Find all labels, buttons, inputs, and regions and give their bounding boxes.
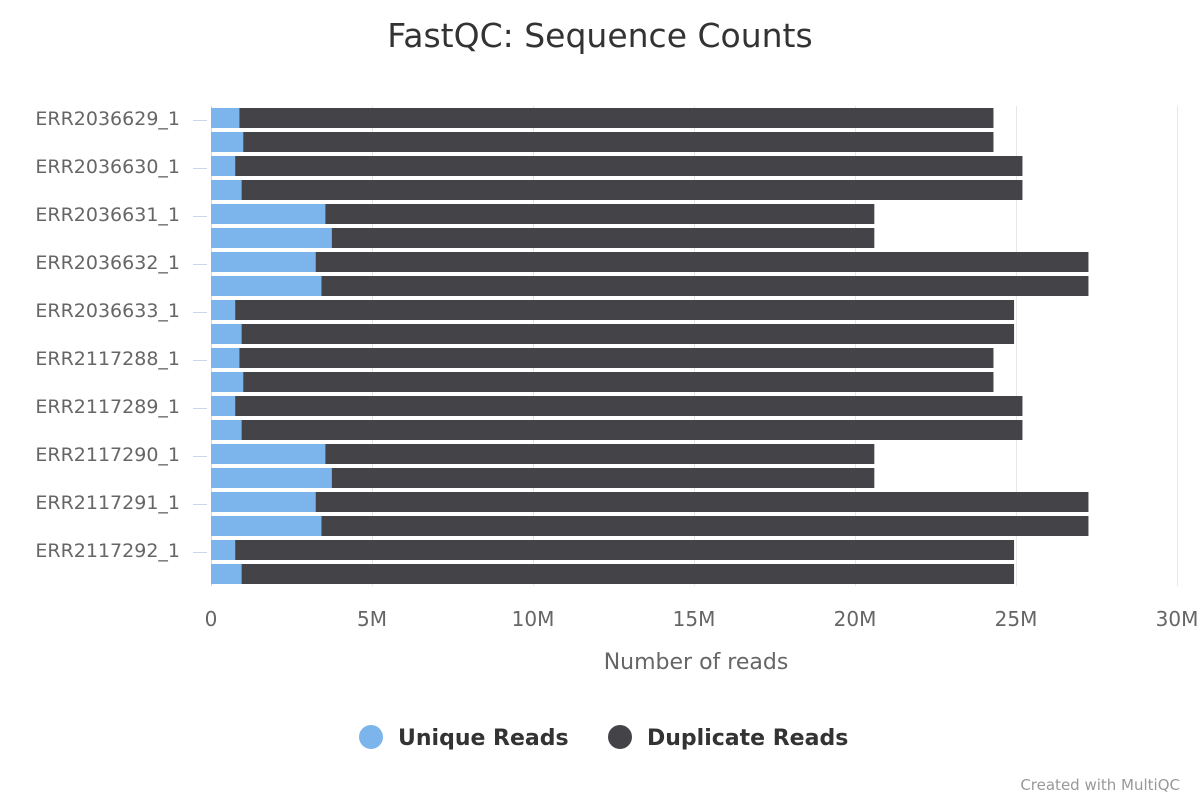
bar-segment[interactable] — [211, 468, 332, 488]
x-tick-labels: 0 5M 10M 15M 20M 25M 30M — [205, 607, 1199, 631]
bar-segment[interactable] — [211, 540, 236, 560]
y-category-label: ERR2117289_1 — [35, 396, 180, 418]
y-category-label: ERR2036630_1 — [35, 156, 180, 178]
bar-segment[interactable] — [211, 372, 244, 392]
x-tick-label: 15M — [673, 607, 716, 631]
bar-segment[interactable] — [241, 564, 1015, 584]
bar-segment[interactable] — [325, 204, 875, 224]
bar-segment[interactable] — [331, 468, 875, 488]
bar-segment[interactable] — [211, 108, 240, 128]
y-category-label: ERR2036629_1 — [35, 108, 180, 130]
bar-segment[interactable] — [241, 420, 1023, 440]
y-category-label: ERR2117290_1 — [35, 444, 180, 466]
bar-segment[interactable] — [325, 444, 875, 464]
bar-segment[interactable] — [211, 252, 316, 272]
bar-segment[interactable] — [211, 228, 332, 248]
x-tick-label: 5M — [357, 607, 387, 631]
x-tick-label: 20M — [834, 607, 877, 631]
bar-segment[interactable] — [235, 540, 1015, 560]
y-category-label: ERR2117292_1 — [35, 540, 180, 562]
bar-segment[interactable] — [211, 204, 326, 224]
y-category-label: ERR2036632_1 — [35, 252, 180, 274]
bar-segment[interactable] — [235, 156, 1023, 176]
x-tick-label: 0 — [205, 607, 218, 631]
bar-segment[interactable] — [211, 300, 236, 320]
x-tick-label: 25M — [995, 607, 1038, 631]
y-category-labels: ERR2036629_1 ERR2036630_1 ERR2036631_1 ERR2… — [35, 108, 180, 562]
bar-segment[interactable] — [241, 324, 1015, 344]
legend[interactable]: Unique Reads Duplicate Reads — [359, 725, 848, 751]
bar-segment[interactable] — [211, 156, 236, 176]
bar-segment[interactable] — [315, 252, 1089, 272]
y-category-label: ERR2117288_1 — [35, 348, 180, 370]
bar-segment[interactable] — [315, 492, 1089, 512]
grid-lines — [211, 106, 1178, 586]
y-tick-marks — [193, 120, 207, 553]
legend-marker[interactable] — [359, 725, 383, 749]
bar-segment[interactable] — [211, 420, 242, 440]
bar-segment[interactable] — [211, 492, 316, 512]
x-axis-title: Number of reads — [604, 650, 789, 675]
bar-segment[interactable] — [211, 396, 236, 416]
y-category-label: ERR2117291_1 — [35, 492, 180, 514]
bar-segment[interactable] — [321, 276, 1089, 296]
legend-label[interactable]: Unique Reads — [398, 726, 569, 751]
y-category-label: ERR2036631_1 — [35, 204, 180, 226]
chart-title: FastQC: Sequence Counts — [387, 16, 812, 55]
bar-segment[interactable] — [235, 396, 1023, 416]
bar-segment[interactable] — [211, 324, 242, 344]
bar-segment[interactable] — [211, 564, 242, 584]
bar-segment[interactable] — [331, 228, 875, 248]
bar-segment[interactable] — [211, 516, 322, 536]
bar-segment[interactable] — [243, 132, 994, 152]
y-category-label: ERR2036633_1 — [35, 300, 180, 322]
legend-label[interactable]: Duplicate Reads — [647, 726, 848, 751]
bar-segment[interactable] — [211, 444, 326, 464]
bar-segment[interactable] — [211, 180, 242, 200]
bar-segment[interactable] — [211, 276, 322, 296]
bar-segment[interactable] — [239, 108, 994, 128]
bar-segment[interactable] — [321, 516, 1089, 536]
bar-segment[interactable] — [211, 132, 244, 152]
bar-segment[interactable] — [211, 348, 240, 368]
bar-segment[interactable] — [243, 372, 994, 392]
bar-segment[interactable] — [235, 300, 1015, 320]
x-tick-label: 30M — [1156, 607, 1199, 631]
bar-segment[interactable] — [239, 348, 994, 368]
bars[interactable] — [211, 108, 1089, 584]
legend-marker[interactable] — [608, 725, 632, 749]
credit-text[interactable]: Created with MultiQC — [1020, 776, 1180, 794]
bar-segment[interactable] — [241, 180, 1023, 200]
x-tick-label: 10M — [512, 607, 555, 631]
